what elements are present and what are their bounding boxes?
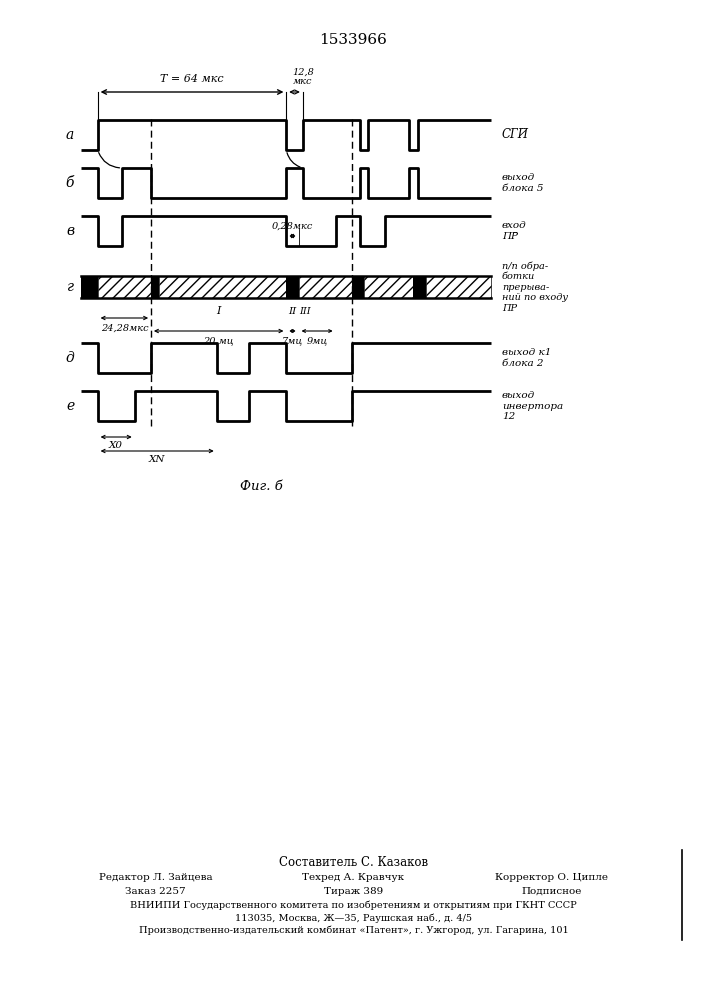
Text: е: е — [66, 399, 74, 413]
Text: Заказ 2257: Заказ 2257 — [125, 886, 186, 896]
Text: T = 64 мкс: T = 64 мкс — [160, 74, 224, 84]
Text: II: II — [288, 307, 297, 316]
Text: Корректор О. Ципле: Корректор О. Ципле — [495, 874, 608, 882]
Text: XN: XN — [149, 455, 165, 464]
Bar — [81, 276, 98, 298]
Bar — [352, 276, 364, 298]
Text: I: I — [216, 306, 221, 316]
Text: 0,28мкс: 0,28мкс — [271, 222, 313, 231]
Text: 1533966: 1533966 — [320, 33, 387, 47]
Text: выход
блока 5: выход блока 5 — [502, 173, 544, 193]
Text: в: в — [66, 224, 74, 238]
Bar — [414, 276, 426, 298]
Text: 7мц: 7мц — [282, 336, 303, 345]
Text: Составитель С. Казаков: Составитель С. Казаков — [279, 856, 428, 868]
Text: Тираж 389: Тираж 389 — [324, 886, 383, 896]
Text: д: д — [66, 351, 74, 365]
Text: ВНИИПИ Государственного комитета по изобретениям и открытиям при ГКНТ СССР: ВНИИПИ Государственного комитета по изоб… — [130, 900, 577, 910]
Text: X0: X0 — [109, 441, 123, 450]
Text: Техред А. Кравчук: Техред А. Кравчук — [303, 874, 404, 882]
Text: вход
ПР̅: вход ПР̅ — [502, 221, 527, 241]
Text: 12,8
мкс: 12,8 мкс — [292, 68, 314, 86]
Text: 9мц: 9мц — [307, 336, 327, 345]
Text: Редактор Л. Зайцева: Редактор Л. Зайцева — [99, 874, 212, 882]
Bar — [364, 276, 414, 298]
Text: 24,28мкс: 24,28мкс — [100, 324, 148, 333]
Text: Производственно-издательский комбинат «Патент», г. Ужгород, ул. Гагарина, 101: Производственно-издательский комбинат «П… — [139, 925, 568, 935]
Text: III: III — [299, 307, 310, 316]
Bar — [98, 276, 151, 298]
Text: п/п обра-
ботки
прерыва-
ний по входу
ПР: п/п обра- ботки прерыва- ний по входу ПР — [502, 261, 568, 313]
Text: выход
инвертора
12: выход инвертора 12 — [502, 391, 563, 421]
Bar — [286, 276, 298, 298]
Text: СГИ̅: СГИ̅ — [502, 128, 529, 141]
Text: 20 мц: 20 мц — [204, 336, 234, 345]
Text: выход к1
блока 2: выход к1 блока 2 — [502, 348, 551, 368]
Bar — [151, 276, 159, 298]
Bar — [159, 276, 286, 298]
Bar — [426, 276, 491, 298]
Text: 113035, Москва, Ж—35, Раушская наб., д. 4/5: 113035, Москва, Ж—35, Раушская наб., д. … — [235, 913, 472, 923]
Text: Подписное: Подписное — [521, 886, 582, 896]
Text: б: б — [66, 176, 74, 190]
Text: г: г — [67, 280, 74, 294]
Text: Фиг. б: Фиг. б — [240, 480, 283, 493]
Text: а: а — [66, 128, 74, 142]
Bar — [298, 276, 352, 298]
